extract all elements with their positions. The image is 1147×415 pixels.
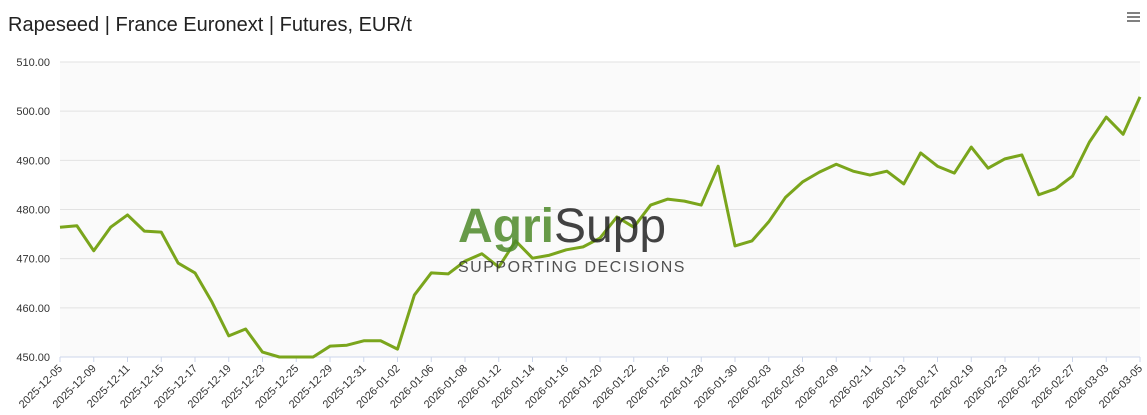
line-series xyxy=(59,96,1142,359)
y-tick-label: 460.00 xyxy=(16,303,50,315)
y-tick-label: 490.00 xyxy=(16,155,50,167)
y-tick-label: 450.00 xyxy=(16,352,50,364)
watermark-brand: AgriSupp xyxy=(458,200,666,253)
y-tick-label: 500.00 xyxy=(16,106,50,118)
y-tick-label: 470.00 xyxy=(16,254,50,266)
watermark: AgriSupp SUPPORTING DECISIONS xyxy=(458,200,686,276)
menu-icon[interactable] xyxy=(1127,12,1140,22)
y-tick-label: 510.00 xyxy=(16,57,50,69)
chart-title: Rapeseed | France Euronext | Futures, EU… xyxy=(8,14,412,36)
brand-accent: Agri xyxy=(458,200,554,253)
watermark-tagline: SUPPORTING DECISIONS xyxy=(458,259,686,276)
y-tick-label: 480.00 xyxy=(16,205,50,217)
brand-rest: Supp xyxy=(554,200,666,253)
